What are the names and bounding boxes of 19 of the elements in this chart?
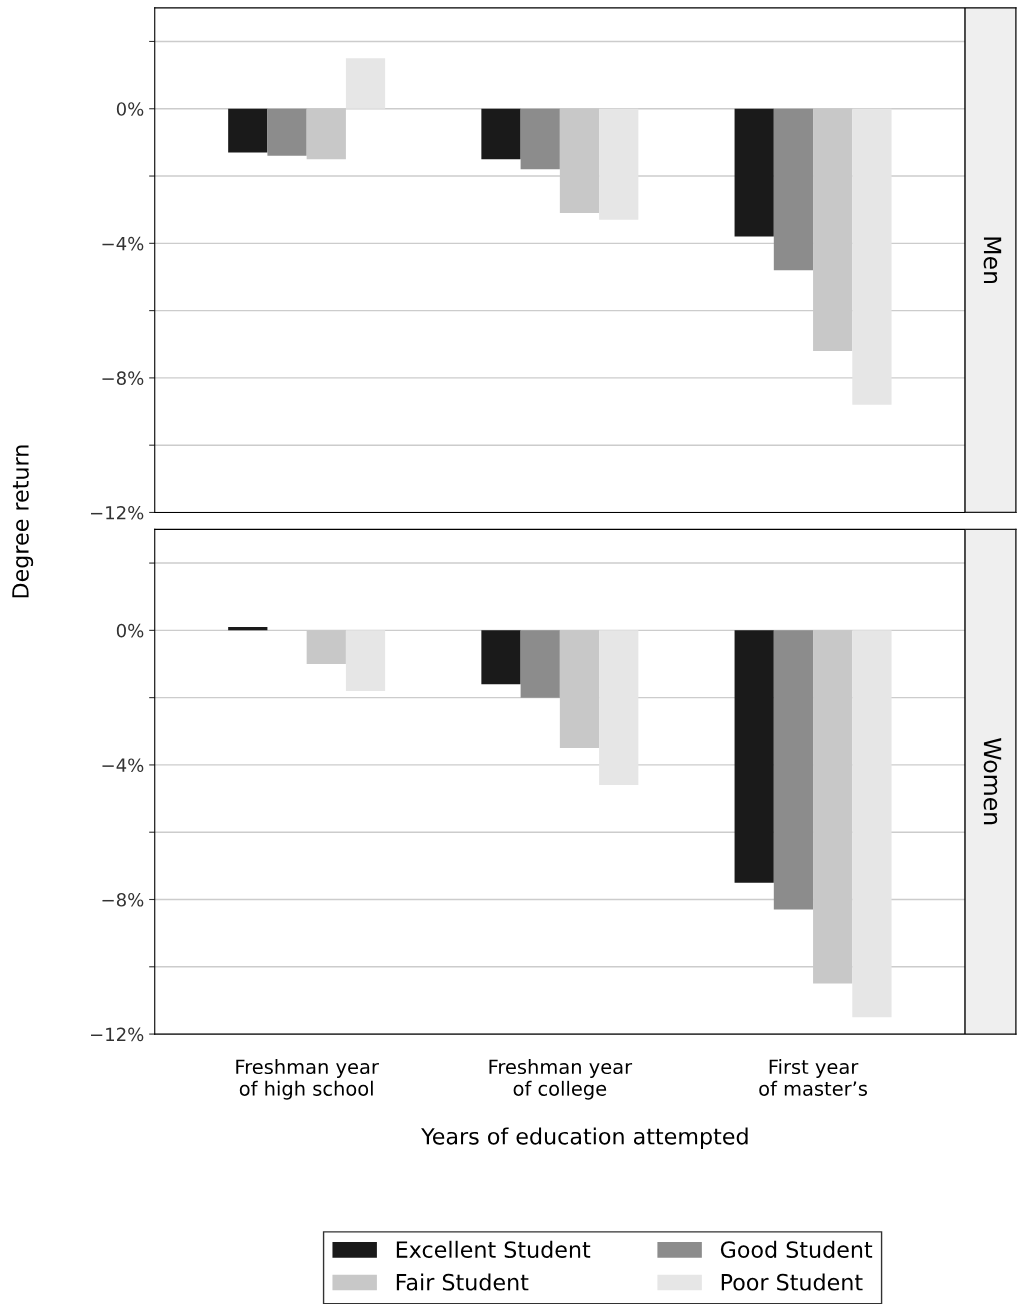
x-axis-title: Years of education attempted <box>421 1127 748 1149</box>
y-tick-label: −4% <box>102 236 144 251</box>
x-tick-label: First year of master’s <box>759 1059 868 1096</box>
x-tick-label: Freshman year of high school <box>236 1059 379 1100</box>
legend-label: Fair Student <box>396 1273 529 1291</box>
y-tick-label: −12% <box>90 1027 144 1042</box>
y-tick-label: −8% <box>102 371 144 386</box>
x-tick-label: Freshman year of college <box>489 1059 633 1100</box>
legend-label: Excellent Student <box>396 1240 591 1258</box>
legend-label: Poor Student <box>721 1273 863 1291</box>
y-tick-label: −12% <box>90 505 144 520</box>
y-tick-label: −4% <box>102 758 144 773</box>
y-tick-label: 0% <box>116 102 144 116</box>
text: Men <box>983 237 1002 284</box>
y-tick-label: −8% <box>102 892 144 907</box>
text: Women <box>983 738 1002 825</box>
y-axis-title: Degree return <box>12 445 34 598</box>
y-tick-label: 0% <box>116 623 144 638</box>
legend-label: Good Student <box>720 1240 873 1258</box>
